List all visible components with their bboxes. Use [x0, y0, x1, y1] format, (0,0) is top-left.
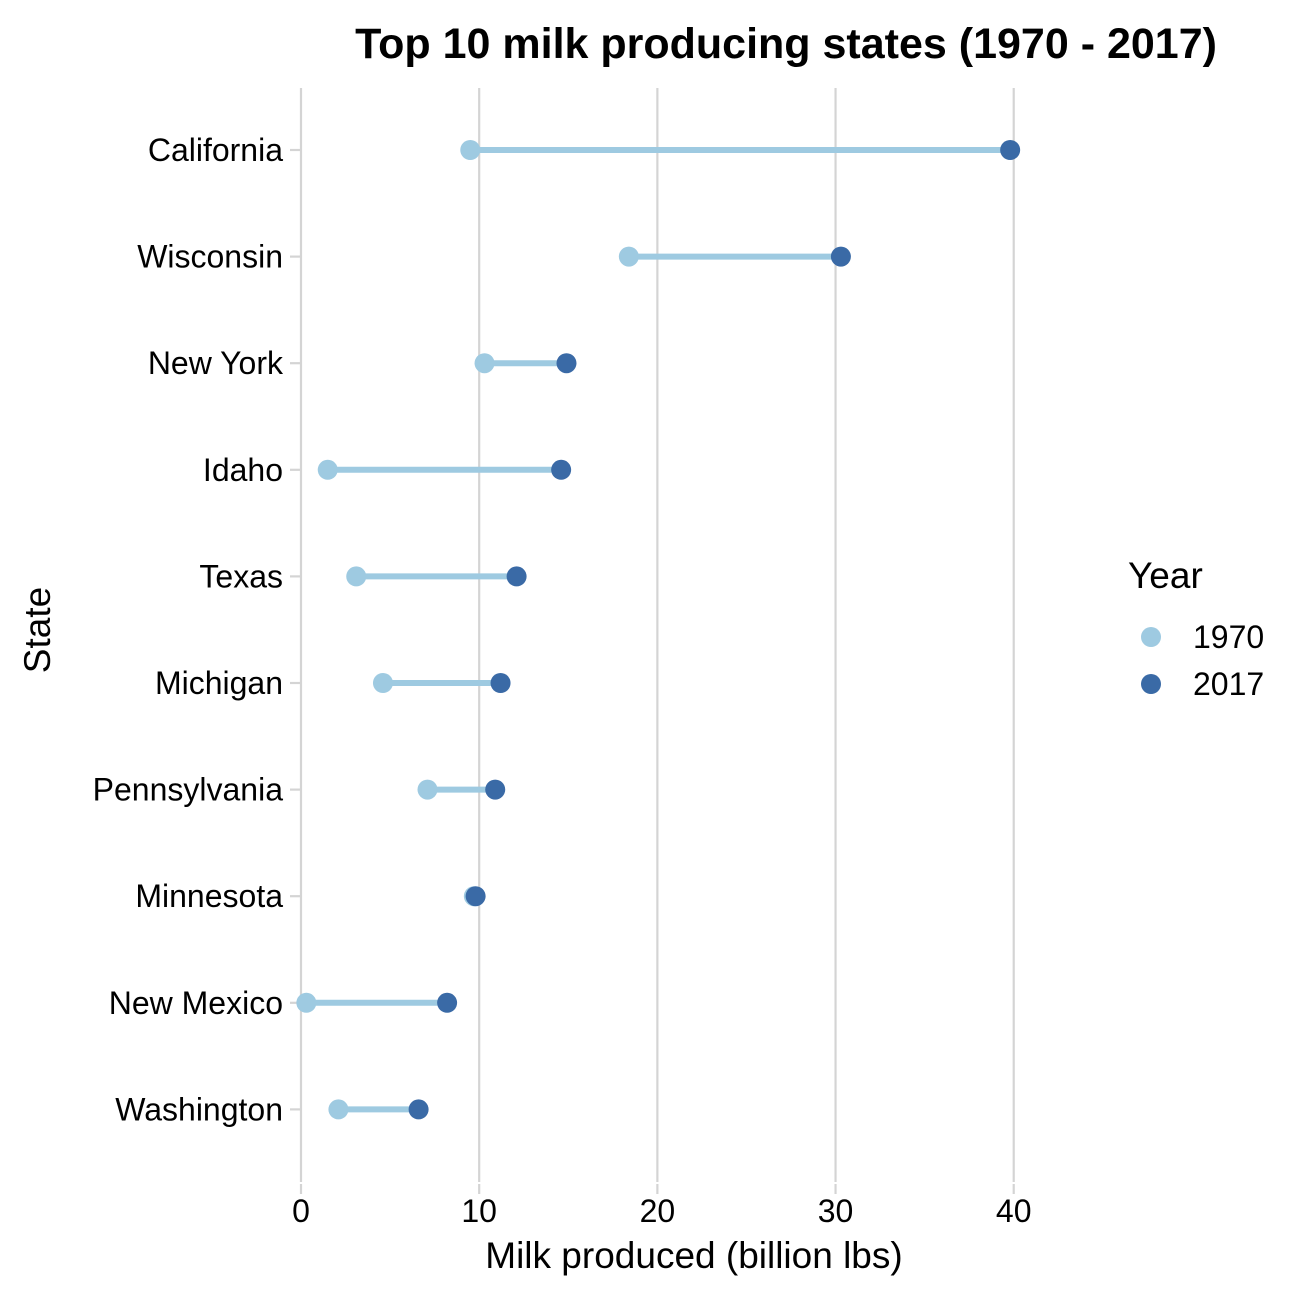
point-1970-1 [618, 246, 639, 267]
y-axis: California Wisconsin New York Idaho Texas Mic… [93, 132, 301, 1127]
data-points [296, 140, 1021, 1120]
point-2017-7 [465, 886, 486, 907]
point-1970-2 [474, 353, 495, 374]
legend-key-1970 [1141, 627, 1161, 647]
point-1970-3 [317, 459, 338, 480]
point-1970-0 [460, 140, 481, 160]
legend-title: Year [1128, 555, 1203, 596]
point-2017-1 [830, 246, 851, 267]
point-1970-6 [417, 779, 438, 800]
legend-label-2017: 2017 [1193, 666, 1264, 702]
y-tick-label-7: Minnesota [135, 878, 283, 914]
y-tick-label-9: Washington [115, 1091, 283, 1127]
x-tick-label-10: 10 [461, 1193, 497, 1229]
point-2017-9 [408, 1099, 429, 1120]
y-tick-label-4: Texas [199, 558, 283, 594]
point-2017-5 [490, 673, 511, 693]
point-1970-4 [346, 566, 367, 587]
dumbbell-segments [306, 147, 1011, 1113]
y-tick-label-3: Idaho [203, 452, 283, 488]
point-1970-9 [328, 1099, 349, 1120]
legend-key-2017 [1141, 674, 1161, 694]
point-1970-8 [296, 992, 317, 1013]
y-tick-label-1: Wisconsin [137, 239, 283, 275]
point-2017-6 [485, 779, 506, 800]
point-2017-0 [1000, 140, 1021, 160]
point-1970-5 [372, 673, 393, 693]
legend-label-1970: 1970 [1193, 619, 1264, 655]
x-tick-label-40: 40 [996, 1193, 1032, 1229]
y-axis-label: State [17, 587, 58, 673]
x-axis: 0 10 20 30 40 [292, 1184, 1032, 1229]
y-tick-label-2: New York [148, 345, 284, 381]
x-tick-label-20: 20 [640, 1193, 676, 1229]
x-tick-label-0: 0 [292, 1193, 310, 1229]
y-tick-label-5: Michigan [155, 665, 283, 701]
y-tick-label-6: Pennsylvania [93, 772, 284, 808]
point-2017-8 [437, 992, 458, 1013]
x-axis-label: Milk produced (billion lbs) [485, 1235, 902, 1276]
y-tick-label-0: California [148, 132, 283, 168]
point-2017-3 [551, 459, 572, 480]
legend: Year 1970 2017 [1128, 555, 1264, 702]
chart-title: Top 10 milk producing states (1970 - 201… [355, 20, 1217, 68]
x-tick-label-30: 30 [818, 1193, 854, 1229]
y-tick-label-8: New Mexico [109, 985, 283, 1021]
point-2017-4 [506, 566, 527, 587]
grid-lines [299, 88, 1015, 1182]
point-2017-2 [556, 353, 577, 374]
